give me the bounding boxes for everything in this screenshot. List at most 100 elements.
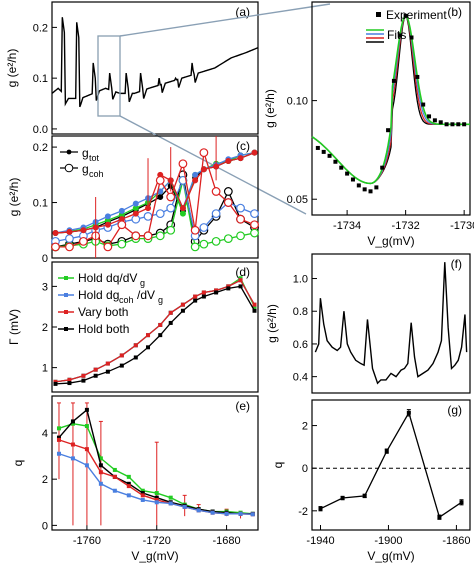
data-point (56, 437, 61, 442)
data-point (117, 239, 127, 249)
data-point (211, 187, 221, 196)
y-axis-label: g (e²/h) (265, 304, 279, 343)
x-tick-label: -1860 (442, 535, 470, 547)
experiment-point (386, 128, 391, 133)
data-point (238, 511, 243, 516)
y-axis-label: q (271, 462, 285, 469)
data-point (201, 290, 206, 295)
x-tick-label: -1730 (450, 220, 474, 232)
data-point (119, 363, 124, 368)
legend-label-sub: g (140, 278, 145, 288)
legend-label-sub: g (158, 295, 163, 305)
data-point (53, 379, 58, 384)
data-point (178, 159, 188, 169)
legend-label: Hold dq/dV (78, 271, 137, 285)
data-point (155, 175, 165, 185)
y-axis-label: g (e²/h) (7, 178, 21, 217)
data-point (196, 508, 201, 513)
data-point (180, 308, 185, 313)
data-point (193, 298, 198, 303)
x-tick-label: -1680 (213, 535, 241, 547)
y-tick-label: 0.05 (287, 194, 308, 206)
data-point (132, 200, 139, 207)
data-point (190, 225, 200, 235)
data-point (143, 231, 153, 241)
data-point (250, 228, 259, 238)
experiment-point (438, 120, 443, 125)
x-tick-label: -1720 (143, 535, 171, 547)
data-point (51, 242, 60, 252)
legend-marker (64, 293, 68, 297)
data-point (80, 227, 87, 234)
legend-label: Hold both (78, 322, 129, 336)
data-point (168, 501, 173, 506)
data-point (112, 467, 117, 472)
data-point (226, 284, 231, 289)
data-point (214, 288, 219, 293)
data-point (56, 435, 61, 440)
legend-label-experiment: Experiment (386, 8, 447, 22)
panel-frame (51, 395, 259, 531)
fit-curve (311, 14, 470, 185)
data-point (98, 463, 103, 468)
y-tick-label: 0.2 (33, 22, 48, 34)
data-point (70, 442, 75, 447)
panel-b: (b) 0.05 0.10 -1734 -1732 -1730 g (e²/h) V_g(mV… (263, 1, 474, 248)
data-point (98, 456, 103, 461)
experiment-point (421, 102, 426, 107)
data-point (237, 155, 244, 162)
data-point (406, 410, 411, 415)
panel-frame (311, 1, 471, 216)
data-point (318, 506, 323, 511)
y-axis-label: g (e²/h) (263, 89, 277, 128)
data-point (384, 449, 389, 454)
y-tick-label: 4 (42, 428, 48, 440)
y-tick-label: 0.2 (33, 142, 48, 154)
data-point (214, 290, 219, 295)
data-point (105, 369, 110, 374)
panel-label: (e) (235, 399, 250, 413)
experiment-point (315, 145, 320, 150)
data-point (340, 496, 345, 501)
data-point (157, 194, 164, 201)
data-point (133, 355, 138, 360)
x-tick-label: -1734 (333, 220, 361, 232)
panel-label: (c) (236, 139, 250, 153)
legend-marker (64, 327, 68, 331)
experiment-point (333, 159, 338, 164)
data-point (166, 203, 176, 213)
y-axis-label: q (11, 460, 25, 467)
panel-f: (f) 0.4 0.6 0.8 1.0 g (e²/h) (265, 253, 471, 394)
data-point (117, 220, 127, 230)
data-point (79, 236, 88, 246)
data-point (236, 214, 245, 224)
data-point (103, 242, 113, 252)
experiment-point (380, 165, 385, 170)
data-point (437, 515, 442, 520)
panel-label: (b) (447, 5, 462, 19)
data-point (238, 278, 243, 283)
experiment-point (391, 78, 396, 83)
zoom-connector-top (119, 3, 331, 37)
data-point (112, 474, 117, 479)
data-point (192, 177, 199, 184)
data-point (168, 310, 173, 315)
data-point (199, 239, 209, 249)
data-point (362, 493, 367, 498)
experiment-point (350, 177, 355, 182)
y-tick-label: 0.1 (33, 198, 48, 210)
y-tick-label: 0 (42, 520, 48, 532)
data-point (199, 223, 209, 232)
data-point (98, 470, 103, 475)
trace-f (314, 262, 468, 385)
data-point (126, 484, 131, 489)
data-point (225, 157, 232, 164)
data-point (126, 493, 131, 498)
y-tick-label: 0 (42, 253, 48, 265)
data-point (93, 367, 98, 372)
legend-label-fits: Fits (387, 28, 406, 42)
trace-a (51, 17, 259, 108)
data-point (154, 491, 159, 496)
